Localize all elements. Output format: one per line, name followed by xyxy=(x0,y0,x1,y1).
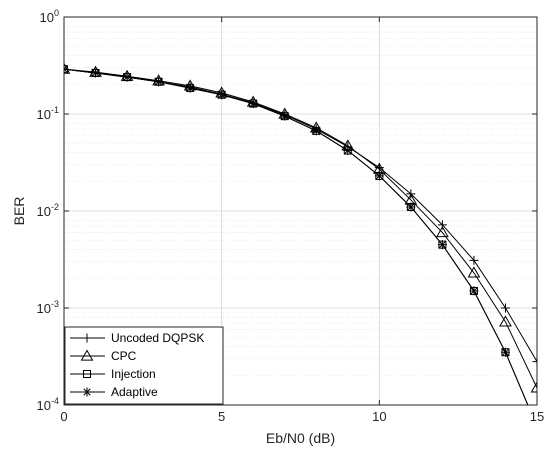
legend-marker-uncoded-dqpsk xyxy=(82,333,92,343)
data-point-adaptive xyxy=(185,83,195,93)
legend-marker-injection xyxy=(83,370,91,378)
data-point-adaptive xyxy=(311,126,321,136)
y-tick-label: 10-2 xyxy=(37,202,59,219)
legend-label-cpc: CPC xyxy=(111,349,137,363)
x-tick-label: 10 xyxy=(372,409,386,424)
data-point-adaptive xyxy=(122,72,132,82)
x-axis-label: Eb/N0 (dB) xyxy=(266,430,335,446)
legend-label-uncoded-dqpsk: Uncoded DQPSK xyxy=(111,331,204,345)
y-tick-label: 10-1 xyxy=(37,105,59,122)
data-point-uncoded-dqpsk xyxy=(469,255,479,265)
legend-marker-adaptive xyxy=(82,387,92,397)
data-point-adaptive xyxy=(406,202,416,212)
legend-box xyxy=(64,326,224,405)
data-point-adaptive xyxy=(91,68,101,78)
data-point-adaptive xyxy=(217,90,227,100)
data-point-uncoded-dqpsk xyxy=(532,357,537,367)
legend-label-injection: Injection xyxy=(111,367,156,381)
data-point-adaptive xyxy=(154,77,164,87)
legend-marker-cpc xyxy=(80,349,94,361)
y-tick-label: 10-3 xyxy=(37,299,59,316)
series-line-adaptive xyxy=(64,68,529,405)
legend-label-adaptive: Adaptive xyxy=(111,385,158,399)
data-point-adaptive xyxy=(343,146,353,156)
data-point-adaptive xyxy=(437,240,447,250)
legend: Uncoded DQPSK CPC Injection Adaptive xyxy=(64,326,224,405)
data-point-cpc xyxy=(64,62,71,74)
data-point-adaptive xyxy=(374,171,384,181)
x-tick-label: 5 xyxy=(218,409,225,424)
data-point-cpc xyxy=(499,315,512,327)
data-point-adaptive xyxy=(469,286,479,296)
series-line-cpc xyxy=(64,68,537,389)
x-tick-label: 15 xyxy=(530,409,544,424)
y-axis-label: BER xyxy=(11,197,27,226)
data-point-cpc xyxy=(530,381,537,393)
y-tick-label: 10-4 xyxy=(37,396,59,413)
x-tick-label: 0 xyxy=(60,409,67,424)
data-point-cpc xyxy=(436,226,449,238)
y-tick-label: 100 xyxy=(40,8,59,25)
data-point-uncoded-dqpsk xyxy=(500,303,510,313)
data-point-adaptive xyxy=(500,347,510,357)
data-point-cpc xyxy=(467,266,481,278)
data-point-adaptive xyxy=(280,111,290,121)
data-point-adaptive xyxy=(248,99,258,109)
